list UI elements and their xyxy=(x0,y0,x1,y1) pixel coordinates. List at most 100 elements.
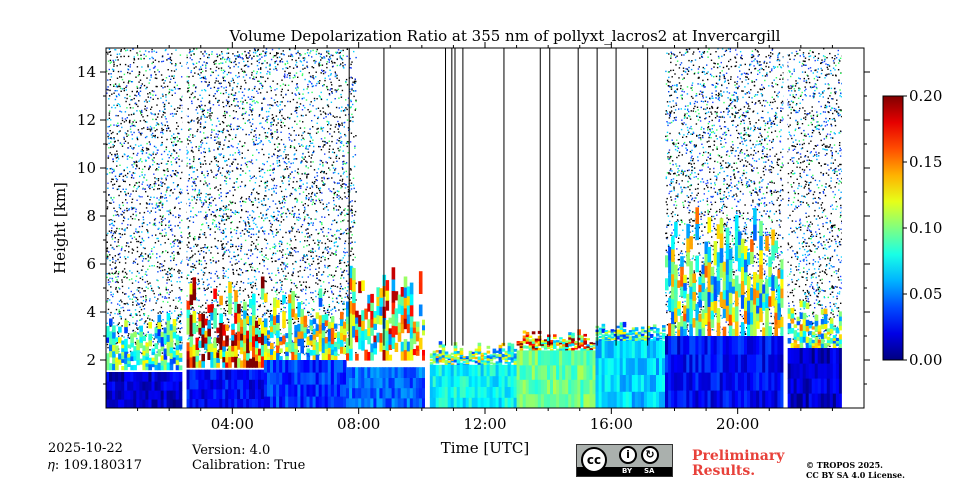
noise-pixel xyxy=(282,182,284,184)
noise-pixel xyxy=(237,118,239,120)
noise-pixel xyxy=(336,160,338,162)
noise-pixel xyxy=(293,74,296,77)
noise-pixel xyxy=(114,155,116,157)
noise-pixel xyxy=(198,238,200,240)
noise-pixel xyxy=(146,135,148,138)
noise-pixel xyxy=(205,62,208,64)
noise-pixel xyxy=(140,111,142,113)
noise-pixel xyxy=(188,198,190,201)
noise-pixel xyxy=(331,291,333,294)
noise-pixel xyxy=(320,113,322,116)
noise-pixel xyxy=(194,182,196,185)
noise-pixel xyxy=(354,154,357,156)
noise-pixel xyxy=(119,87,122,90)
noise-pixel xyxy=(169,272,171,275)
noise-pixel xyxy=(210,160,213,163)
noise-pixel xyxy=(234,136,237,139)
noise-pixel xyxy=(174,347,176,350)
noise-pixel xyxy=(213,129,215,131)
noise-pixel xyxy=(332,54,334,57)
noise-pixel xyxy=(166,85,169,88)
noise-pixel xyxy=(234,213,236,215)
noise-pixel xyxy=(253,187,255,190)
noise-pixel xyxy=(214,187,216,189)
noise-pixel xyxy=(270,278,272,280)
noise-pixel xyxy=(353,165,356,168)
noise-pixel xyxy=(107,298,109,300)
noise-pixel xyxy=(264,204,267,206)
noise-pixel xyxy=(286,319,288,321)
noise-pixel xyxy=(222,148,224,150)
noise-pixel xyxy=(176,318,178,320)
noise-pixel xyxy=(255,159,258,161)
noise-pixel xyxy=(228,173,230,176)
noise-pixel xyxy=(288,183,290,186)
noise-pixel xyxy=(116,153,118,155)
noise-pixel xyxy=(199,105,201,108)
noise-pixel xyxy=(152,151,155,153)
noise-pixel xyxy=(333,306,336,308)
noise-pixel xyxy=(149,68,151,71)
noise-pixel xyxy=(161,55,164,57)
noise-pixel xyxy=(176,320,178,322)
noise-pixel xyxy=(130,176,133,179)
noise-pixel xyxy=(191,278,193,280)
noise-pixel xyxy=(355,108,357,110)
noise-pixel xyxy=(257,80,259,82)
noise-pixel xyxy=(157,179,160,182)
noise-pixel xyxy=(173,75,175,77)
noise-pixel xyxy=(174,239,176,241)
noise-pixel xyxy=(270,226,272,228)
noise-pixel xyxy=(210,74,212,77)
noise-pixel xyxy=(217,99,219,102)
noise-pixel xyxy=(149,92,151,94)
noise-pixel xyxy=(146,126,149,129)
noise-pixel xyxy=(211,323,213,325)
noise-pixel xyxy=(125,89,127,91)
noise-pixel xyxy=(233,98,236,100)
noise-pixel xyxy=(208,100,211,102)
noise-pixel xyxy=(220,86,223,88)
noise-pixel xyxy=(180,276,183,278)
noise-pixel xyxy=(342,257,344,259)
noise-pixel xyxy=(264,60,266,62)
noise-pixel xyxy=(153,113,155,116)
noise-pixel xyxy=(340,268,342,270)
noise-pixel xyxy=(256,191,258,194)
noise-pixel xyxy=(132,294,134,296)
noise-pixel xyxy=(197,244,199,246)
noise-pixel xyxy=(216,90,218,93)
noise-pixel xyxy=(257,193,259,195)
noise-pixel xyxy=(181,141,183,143)
noise-pixel xyxy=(225,213,227,215)
noise-pixel xyxy=(276,250,279,252)
noise-pixel xyxy=(162,215,164,217)
noise-pixel xyxy=(200,146,202,148)
noise-pixel xyxy=(210,246,213,248)
noise-pixel xyxy=(142,247,145,249)
noise-pixel xyxy=(125,193,127,195)
noise-pixel xyxy=(279,279,281,281)
noise-pixel xyxy=(157,312,159,314)
noise-pixel xyxy=(217,141,219,143)
noise-pixel xyxy=(330,113,332,116)
noise-pixel xyxy=(168,150,171,153)
noise-pixel xyxy=(296,89,298,91)
noise-pixel xyxy=(203,216,206,219)
noise-pixel xyxy=(171,275,173,277)
noise-pixel xyxy=(154,181,156,183)
noise-pixel xyxy=(329,56,331,58)
noise-pixel xyxy=(241,91,244,93)
noise-pixel xyxy=(298,143,300,145)
noise-pixel xyxy=(282,249,284,251)
noise-pixel xyxy=(303,138,305,141)
noise-pixel xyxy=(115,230,117,232)
noise-pixel xyxy=(327,265,329,267)
noise-pixel xyxy=(279,228,281,231)
noise-pixel xyxy=(145,335,147,337)
noise-pixel xyxy=(336,74,338,77)
noise-pixel xyxy=(108,230,111,232)
noise-pixel xyxy=(180,231,183,234)
noise-pixel xyxy=(239,55,241,58)
noise-pixel xyxy=(215,177,217,179)
